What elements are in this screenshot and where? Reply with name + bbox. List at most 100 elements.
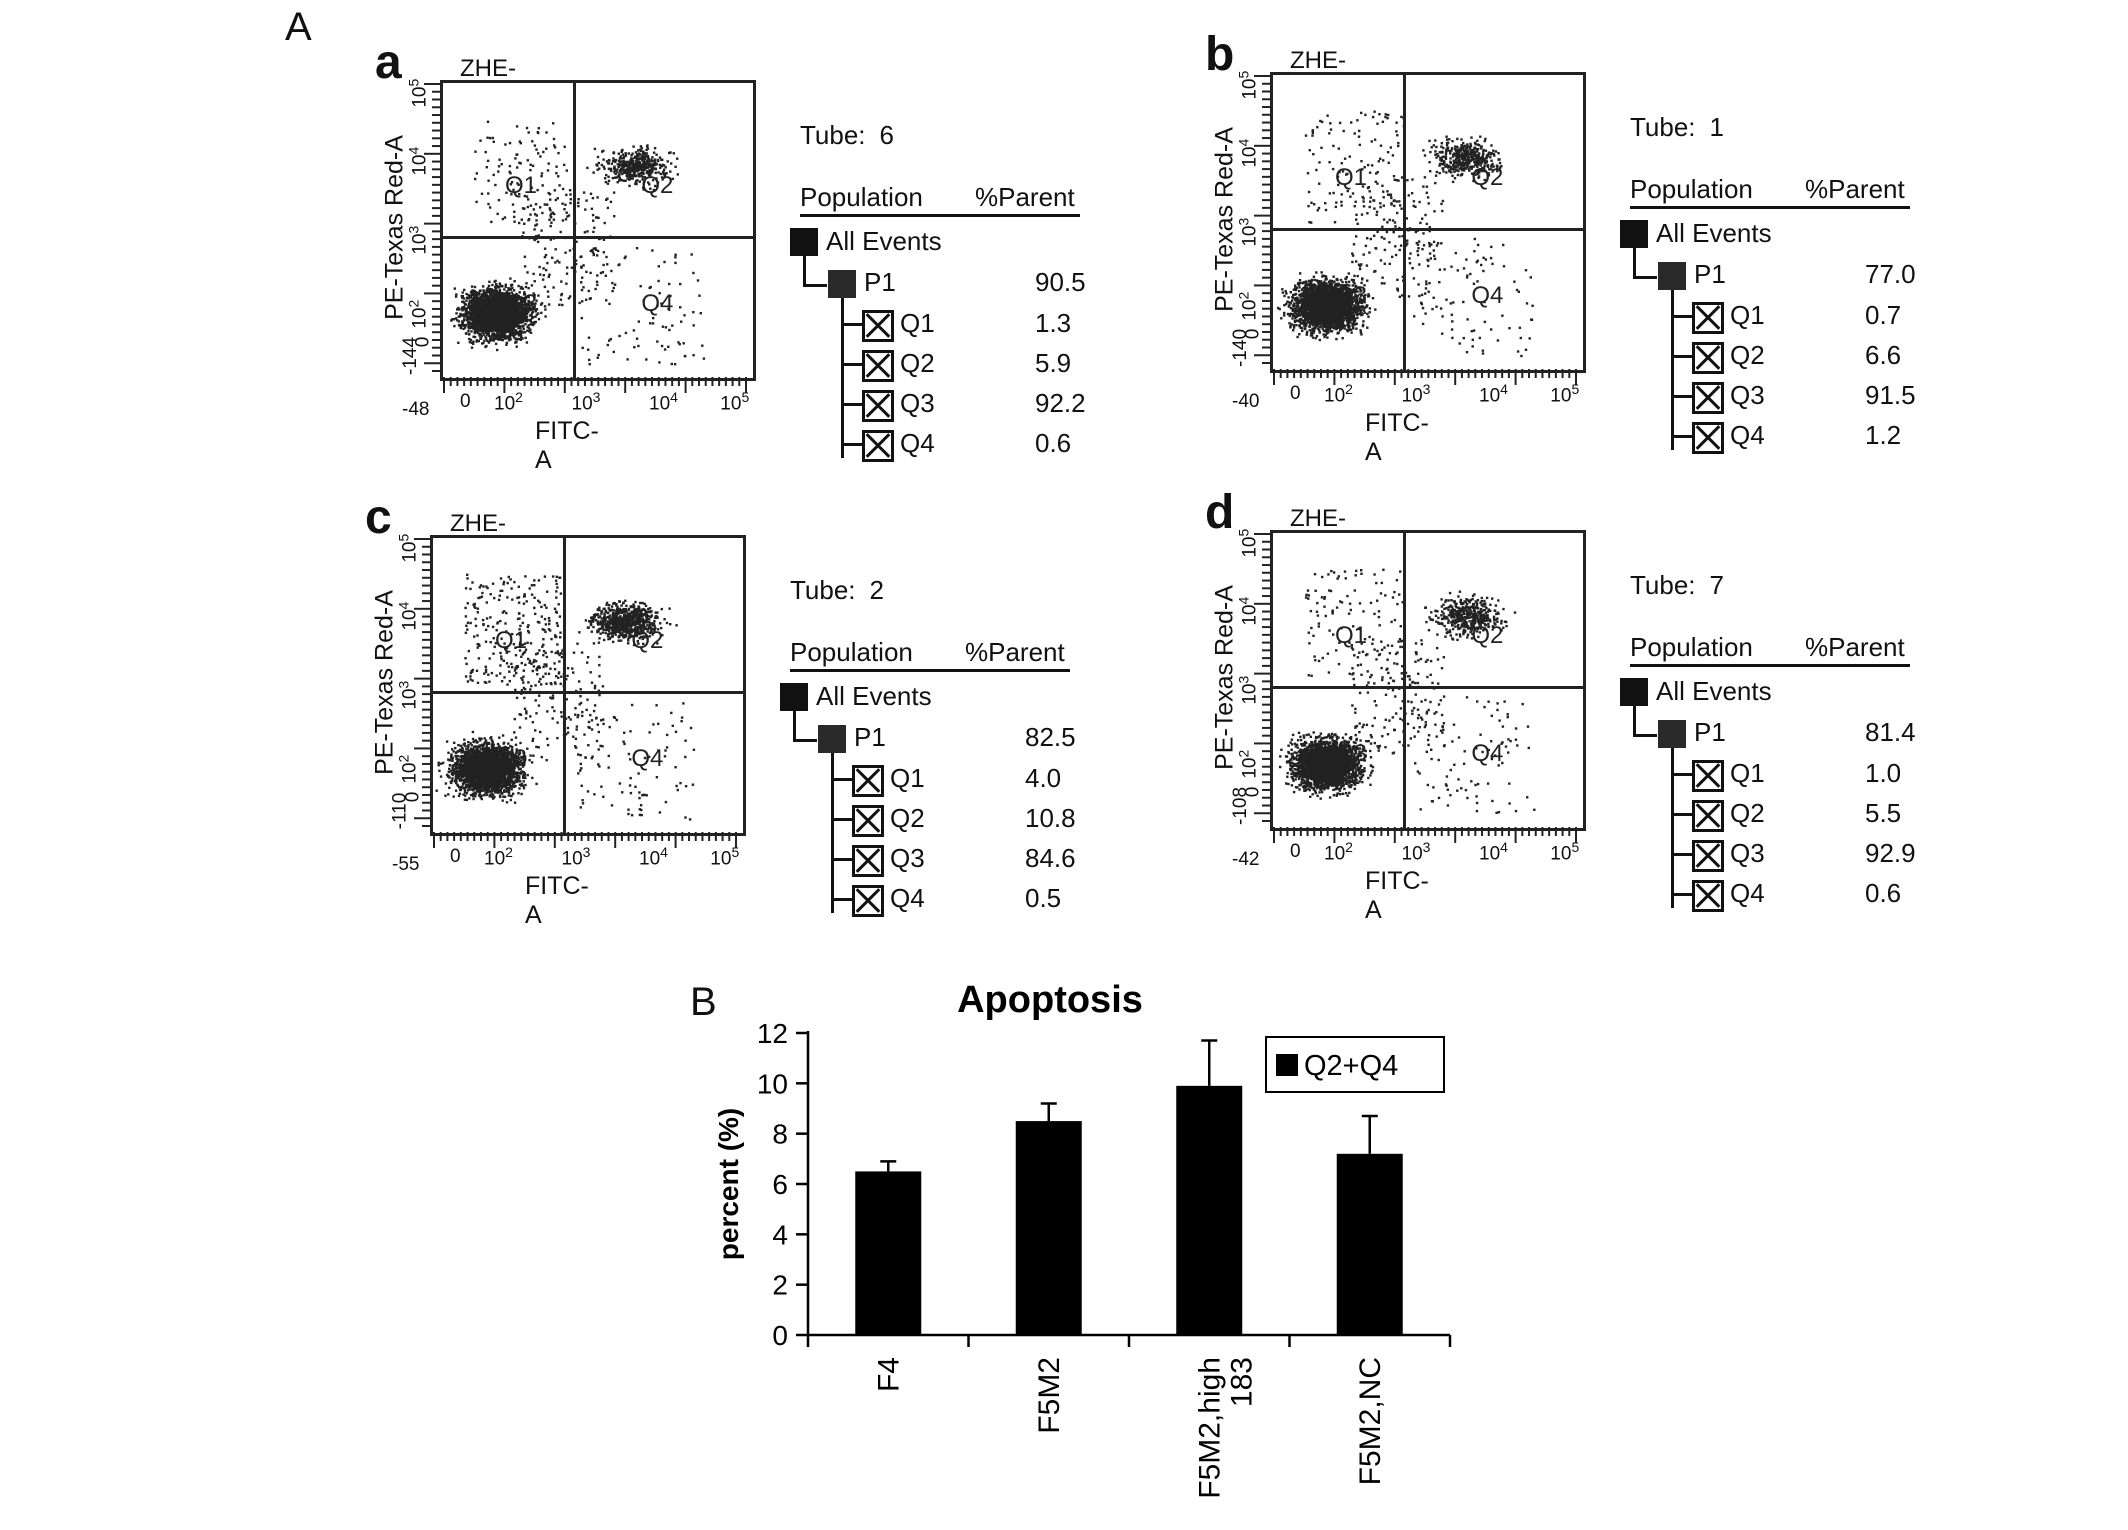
tree-line [1671,435,1693,438]
quadrant-name: Q4 [1730,878,1765,908]
x-tick-label: 104 [649,389,678,415]
tree-line [831,753,834,913]
all-events-label: All Events [1656,676,1772,706]
quadrant-label: Q1 [505,171,538,199]
p1-value: 90.5 [1035,267,1086,297]
parent-header: %Parent [965,637,1065,667]
tree-line [841,443,863,446]
quadrant-gate-icon [1692,342,1724,374]
tick-exponent: 5 [1571,839,1580,855]
p1-label: P1 [864,267,896,297]
tree-line [803,256,806,286]
tick-base: 10 [720,393,742,415]
quadrant-value: 0.7 [1865,300,1902,330]
tick-exponent: 5 [405,78,422,87]
quadrant-name: Q3 [1730,380,1765,410]
all-events-label: All Events [816,681,932,711]
tick-base: 10 [639,848,661,870]
tree-line [1671,395,1693,398]
quadrant-label: Q4 [1471,281,1504,309]
y-tick-label: 6 [772,1169,788,1200]
tree-line [1671,893,1693,896]
quadrant-value: 92.2 [1035,388,1086,418]
tick-exponent: 3 [405,226,422,234]
x-axis-ticks [443,377,747,393]
y-axis-ticks [424,83,440,372]
tick-exponent: 3 [592,389,601,405]
tick-base: 10 [710,848,732,870]
quadrant-value: 1.3 [1035,308,1072,338]
quadrant-gate-horizontal [1273,228,1583,232]
y-tick-label: 10 [757,1068,788,1099]
panel-letter: b [1205,28,1235,81]
chart-title: Apoptosis [957,979,1143,1021]
y-tick-label: 0 [772,1320,788,1351]
y-tick-label: 2 [772,1270,788,1301]
x-tick-label: 104 [1479,381,1508,407]
p1-gate-icon [828,270,856,298]
quadrant-value: 1.2 [1865,420,1902,450]
quadrant-value: 10.8 [1025,803,1076,833]
tree-line [841,363,863,366]
dot-plot: Q1 Q2 Q3 Q4 [440,80,756,381]
apoptosis-bar-chart: Apoptosis percent (%) 0 2 4 6 8 10 12 F4 F5M2 F5… [713,979,1452,1499]
quadrant-name: Q4 [900,428,935,458]
x-tick-label: 104 [639,844,668,870]
population-header: Population [1630,632,1753,662]
quadrant-name: Q2 [900,348,935,378]
tree-line [1671,853,1693,856]
tick-exponent: 2 [405,299,422,308]
tick-base: 10 [1479,843,1501,865]
category-label: F5M2 [1033,1357,1066,1434]
quadrant-gate-vertical [1403,75,1407,370]
x-tick-label: 103 [1402,381,1431,407]
quadrant-gate-horizontal [1273,686,1583,690]
quadrant-label: Q1 [1335,621,1368,649]
parent-header: %Parent [1805,174,1905,204]
bar [1336,1153,1403,1335]
quadrant-gate-icon [1692,422,1724,454]
quadrant-name: Q3 [890,843,925,873]
bar [855,1171,922,1335]
p1-gate-icon [818,725,846,753]
tick-base: 10 [1550,843,1572,865]
x-axis-ticks [1273,369,1577,385]
quadrant-name: Q2 [890,803,925,833]
tube-number: 2 [869,575,884,605]
tree-line [841,403,863,406]
tick-exponent: 4 [1235,138,1252,147]
tree-line [1633,706,1636,736]
quadrant-gate-vertical [573,83,577,378]
quadrant-gate-vertical [1403,533,1407,828]
tree-line [1671,315,1693,318]
tree-line [831,778,853,781]
quadrant-value: 1.0 [1865,758,1902,788]
tick-exponent: 4 [670,389,678,405]
tick-exponent: 3 [1422,839,1431,855]
quadrant-value: 5.5 [1865,798,1902,828]
tree-line [831,898,853,901]
quadrant-gate-icon [1692,382,1724,414]
quadrant-label: Q4 [1471,739,1504,767]
scatter-events [1276,110,1534,358]
x-axis-min: -40 [1232,391,1260,412]
chart-legend: Q2+Q4 [1265,1036,1445,1093]
x-tick-zero: 0 [460,391,471,412]
all-events-icon [790,228,818,256]
x-tick-label: 103 [1402,839,1431,865]
tick-exponent: 3 [1235,676,1252,684]
all-events-icon [780,683,808,711]
quadrant-value: 4.0 [1025,763,1062,793]
p1-value: 77.0 [1865,259,1916,289]
tick-exponent: 5 [1571,381,1580,397]
tick-base: 10 [561,848,583,870]
quadrant-value: 0.5 [1025,883,1062,913]
quadrant-name: Q1 [1730,300,1765,330]
x-axis [806,1333,1452,1347]
x-axis-label: FITC-A [1365,867,1429,924]
x-tick-label: 102 [1324,381,1353,407]
quadrant-label: Q2 [1471,621,1504,649]
y-tick-label: 12 [757,1018,788,1049]
tree-line [831,818,853,821]
quadrant-name: Q3 [900,388,935,418]
